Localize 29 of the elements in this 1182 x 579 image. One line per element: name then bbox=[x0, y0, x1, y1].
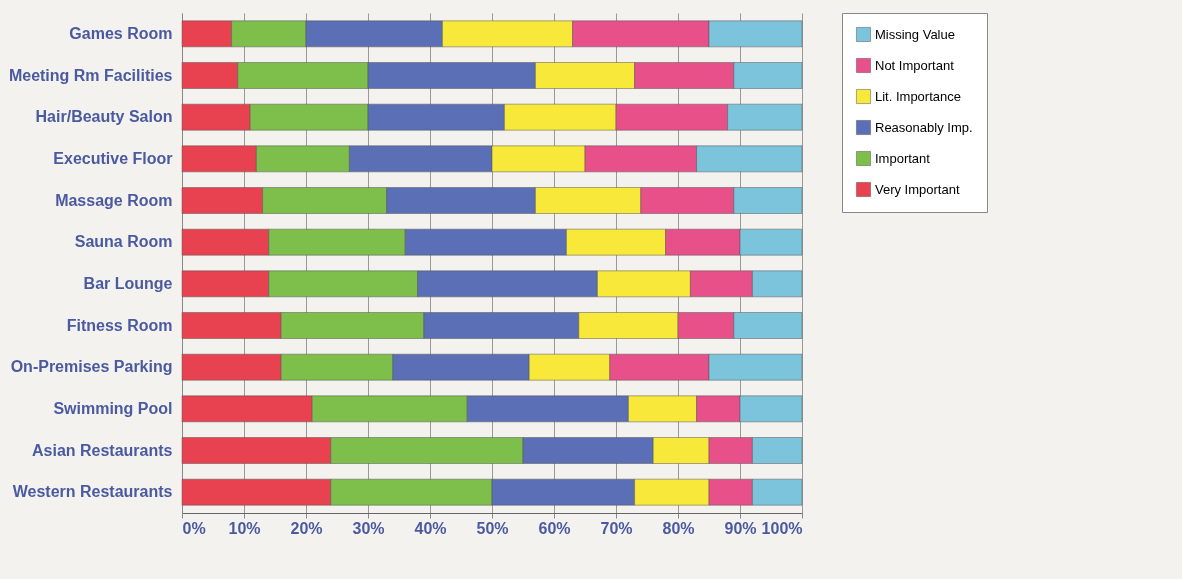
x-tick-label: 40% bbox=[414, 519, 447, 537]
x-tick-label: 10% bbox=[228, 519, 261, 537]
y-tick-label: On-Premises Parking bbox=[10, 358, 173, 376]
legend-label: Very Important bbox=[875, 181, 960, 197]
y-tick-label: Executive Floor bbox=[53, 149, 173, 167]
x-tick-label: 30% bbox=[352, 519, 385, 537]
x-tick-label: 20% bbox=[290, 519, 323, 537]
y-tick-label: Games Room bbox=[69, 24, 173, 42]
legend-label: Reasonably Imp. bbox=[875, 119, 973, 135]
y-tick-label: Bar Lounge bbox=[83, 274, 173, 292]
x-tick-label: 100% bbox=[761, 519, 803, 537]
x-tick-label: 60% bbox=[538, 519, 571, 537]
legend-label: Lit. Importance bbox=[875, 88, 961, 104]
x-tick-label: 0% bbox=[182, 519, 206, 537]
y-tick-label: Massage Room bbox=[55, 191, 173, 209]
x-tick-label: 80% bbox=[662, 519, 695, 537]
y-tick-label: Meeting Rm Facilities bbox=[8, 66, 173, 84]
x-tick-label: 90% bbox=[724, 519, 757, 537]
legend-label: Missing Value bbox=[875, 26, 955, 42]
y-tick-label: Swimming Pool bbox=[53, 399, 173, 417]
legend-label: Important bbox=[875, 150, 931, 166]
y-tick-label: Asian Restaurants bbox=[32, 441, 173, 459]
y-tick-label: Western Restaurants bbox=[12, 483, 173, 501]
legend-label: Not Important bbox=[875, 57, 955, 73]
x-tick-label: 50% bbox=[476, 519, 509, 537]
y-tick-label: Sauna Room bbox=[74, 233, 173, 251]
y-tick-label: Hair/Beauty Salon bbox=[35, 108, 173, 126]
x-tick-label: 70% bbox=[600, 519, 633, 537]
y-tick-label: Fitness Room bbox=[66, 316, 173, 334]
